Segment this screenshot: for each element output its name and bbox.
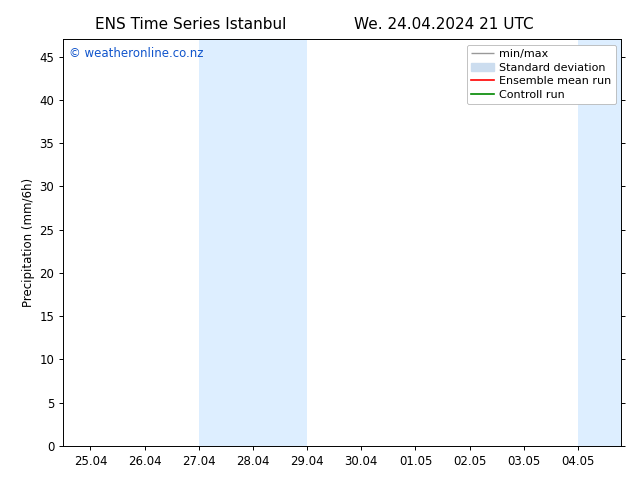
Bar xyxy=(199,39,307,446)
Legend: min/max, Standard deviation, Ensemble mean run, Controll run: min/max, Standard deviation, Ensemble me… xyxy=(467,45,616,104)
Text: © weatheronline.co.nz: © weatheronline.co.nz xyxy=(69,48,204,60)
Text: ENS Time Series Istanbul: ENS Time Series Istanbul xyxy=(94,17,286,32)
Y-axis label: Precipitation (mm/6h): Precipitation (mm/6h) xyxy=(22,178,36,307)
Bar xyxy=(578,39,621,446)
Text: We. 24.04.2024 21 UTC: We. 24.04.2024 21 UTC xyxy=(354,17,534,32)
